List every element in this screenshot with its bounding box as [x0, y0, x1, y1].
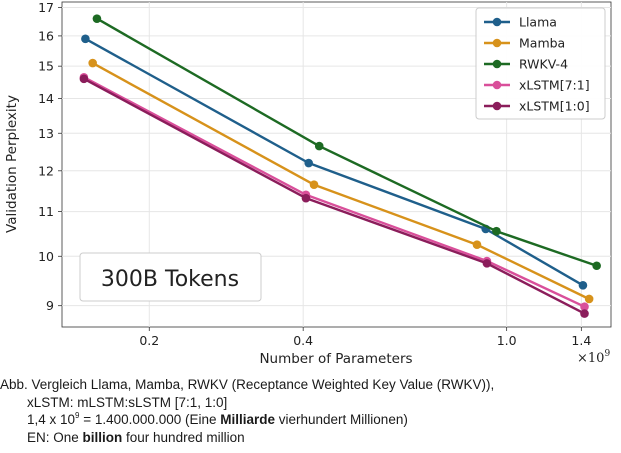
chart: 300B Tokens Llama Mamba RWKV-4 xLSTM[7:1] xL… — [4, 0, 612, 367]
y-tick-label: 9 — [46, 298, 54, 313]
legend-swatch-marker — [492, 38, 502, 48]
series-line-mamba — [92, 62, 590, 301]
y-tick-label: 17 — [38, 0, 54, 15]
x-multiplier-exponent: 9 — [604, 349, 610, 359]
legend-item-xlstm-1-0: xLSTM[1:0] — [484, 99, 590, 114]
caption-line-4-bold: billion — [82, 429, 123, 445]
figure-caption: Abb. Vergleich Llama, Mamba, RWKV (Recep… — [0, 376, 621, 446]
series-xlstm-1-0 — [79, 74, 589, 318]
x-multiplier-base: ×10 — [577, 351, 604, 366]
data-point-xlstm-1-0 — [580, 309, 589, 318]
legend-label: Llama — [519, 15, 557, 30]
y-tick-label: 16 — [38, 28, 54, 43]
x-axis-multiplier: ×109 — [577, 349, 610, 366]
y-tick-label: 12 — [38, 163, 54, 178]
legend-label: RWKV-4 — [519, 57, 568, 72]
legend-item-rwkv-4: RWKV-4 — [484, 57, 568, 72]
series-line-xlstm-1-0 — [83, 77, 586, 315]
x-tick-label: 0.4 — [293, 333, 313, 348]
caption-line-4: EN: One billion four hundred million — [0, 429, 621, 447]
legend-swatch-marker — [492, 80, 502, 90]
y-tick-label: 10 — [38, 249, 54, 264]
data-point-llama — [81, 34, 90, 44]
series-line-rwkv-4 — [96, 17, 598, 267]
legend-swatch-marker — [492, 17, 502, 27]
series-lines — [79, 14, 601, 318]
caption-line-4-b: four hundred million — [122, 429, 245, 445]
data-point-rwkv-4 — [314, 141, 324, 151]
y-axis-label: Validation Perplexity — [4, 95, 20, 233]
x-axis-label: Number of Parameters — [259, 351, 412, 367]
y-axis-ticks: 9 10 11 12 13 14 15 16 17 — [38, 0, 62, 313]
data-point-xlstm-1-0 — [301, 193, 311, 203]
y-tick-label: 15 — [38, 59, 54, 74]
caption-line-3-a: 1,4 x 10 — [27, 412, 76, 427]
legend-item-xlstm-7-1: xLSTM[7:1] — [484, 78, 590, 93]
series-line-xlstm-7-1 — [83, 76, 586, 308]
caption-line-3-bold: Milliarde — [220, 412, 276, 427]
y-tick-label: 14 — [38, 91, 54, 106]
data-point-mamba — [472, 240, 482, 250]
caption-line-3-c: vierhundert Millionen) — [275, 412, 408, 427]
caption-line-3-exponent: 9 — [75, 411, 80, 420]
x-axis-ticks: 0.2 0.4 1.0 1.4 — [139, 327, 591, 348]
caption-line-3-b: = 1.400.000.000 (Eine — [79, 412, 221, 427]
caption-line-4-a: EN: One — [27, 429, 83, 445]
x-tick-label: 1.0 — [497, 333, 517, 348]
legend-label: xLSTM[7:1] — [519, 78, 590, 93]
series-llama — [81, 34, 588, 290]
series-rwkv-4 — [92, 14, 601, 271]
series-mamba — [88, 58, 594, 304]
annotation-text: 300B Tokens — [101, 267, 239, 292]
data-point-mamba — [88, 58, 97, 68]
data-point-xlstm-7-1 — [580, 302, 589, 312]
legend-item-llama: Llama — [484, 15, 557, 30]
data-point-rwkv-4 — [92, 14, 102, 23]
data-point-xlstm-1-0 — [482, 259, 492, 268]
legend-swatch-marker — [492, 101, 502, 111]
data-point-rwkv-4 — [592, 261, 601, 271]
legend-swatch-marker — [492, 59, 502, 69]
y-tick-label: 13 — [38, 126, 54, 141]
legend-label: Mamba — [519, 36, 565, 51]
data-point-llama — [578, 280, 588, 290]
series-line-llama — [84, 37, 584, 287]
data-point-xlstm-1-0 — [79, 74, 89, 84]
y-tick-label: 11 — [38, 204, 54, 219]
data-point-mamba — [584, 294, 594, 304]
legend-label: xLSTM[1:0] — [519, 99, 590, 114]
caption-line-1: Abb. Vergleich Llama, Mamba, RWKV (Recep… — [0, 377, 495, 392]
data-point-mamba — [309, 180, 319, 189]
data-point-llama — [304, 158, 313, 168]
legend-item-mamba: Mamba — [484, 36, 565, 51]
caption-line-3: 1,4 x 109 = 1.400.000.000 (Eine Milliard… — [0, 411, 621, 429]
x-tick-label: 0.2 — [139, 333, 159, 348]
annotation-box: 300B Tokens — [79, 252, 262, 302]
caption-line-2: xLSTM: mLSTM:sLSTM [7:1, 1:0] — [27, 394, 228, 410]
legend: Llama Mamba RWKV-4 xLSTM[7:1] xLSTM[1:0] — [475, 7, 606, 120]
data-point-rwkv-4 — [492, 226, 501, 236]
x-tick-label: 1.4 — [571, 333, 591, 348]
